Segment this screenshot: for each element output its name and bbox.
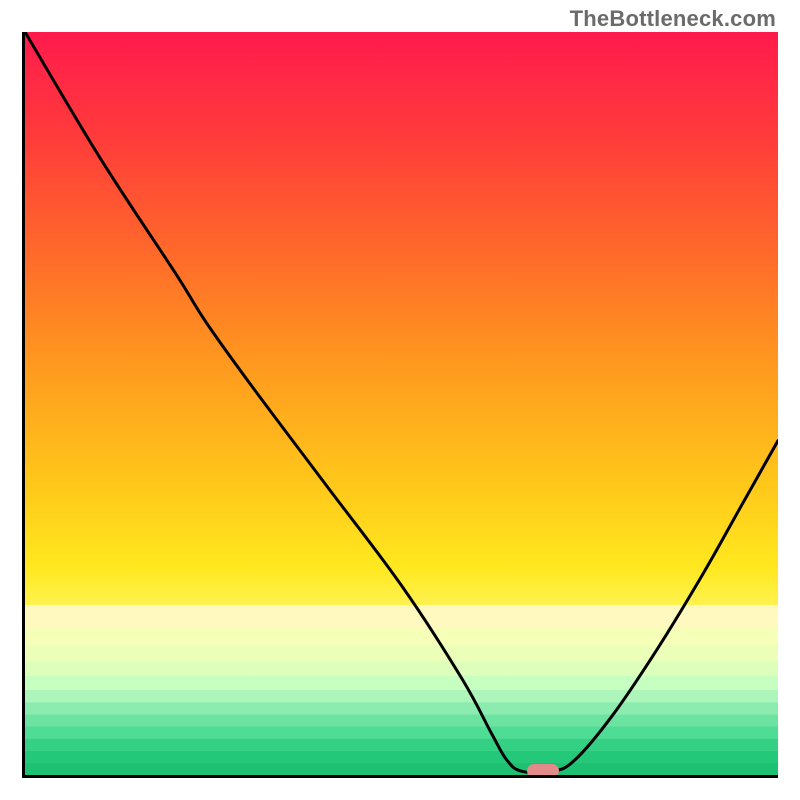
curve-layer	[25, 32, 778, 775]
bottleneck-curve	[25, 32, 778, 773]
watermark-text: TheBottleneck.com	[570, 6, 776, 32]
optimal-marker	[527, 764, 559, 778]
chart-container: TheBottleneck.com	[0, 0, 800, 800]
plot-area	[22, 32, 778, 778]
